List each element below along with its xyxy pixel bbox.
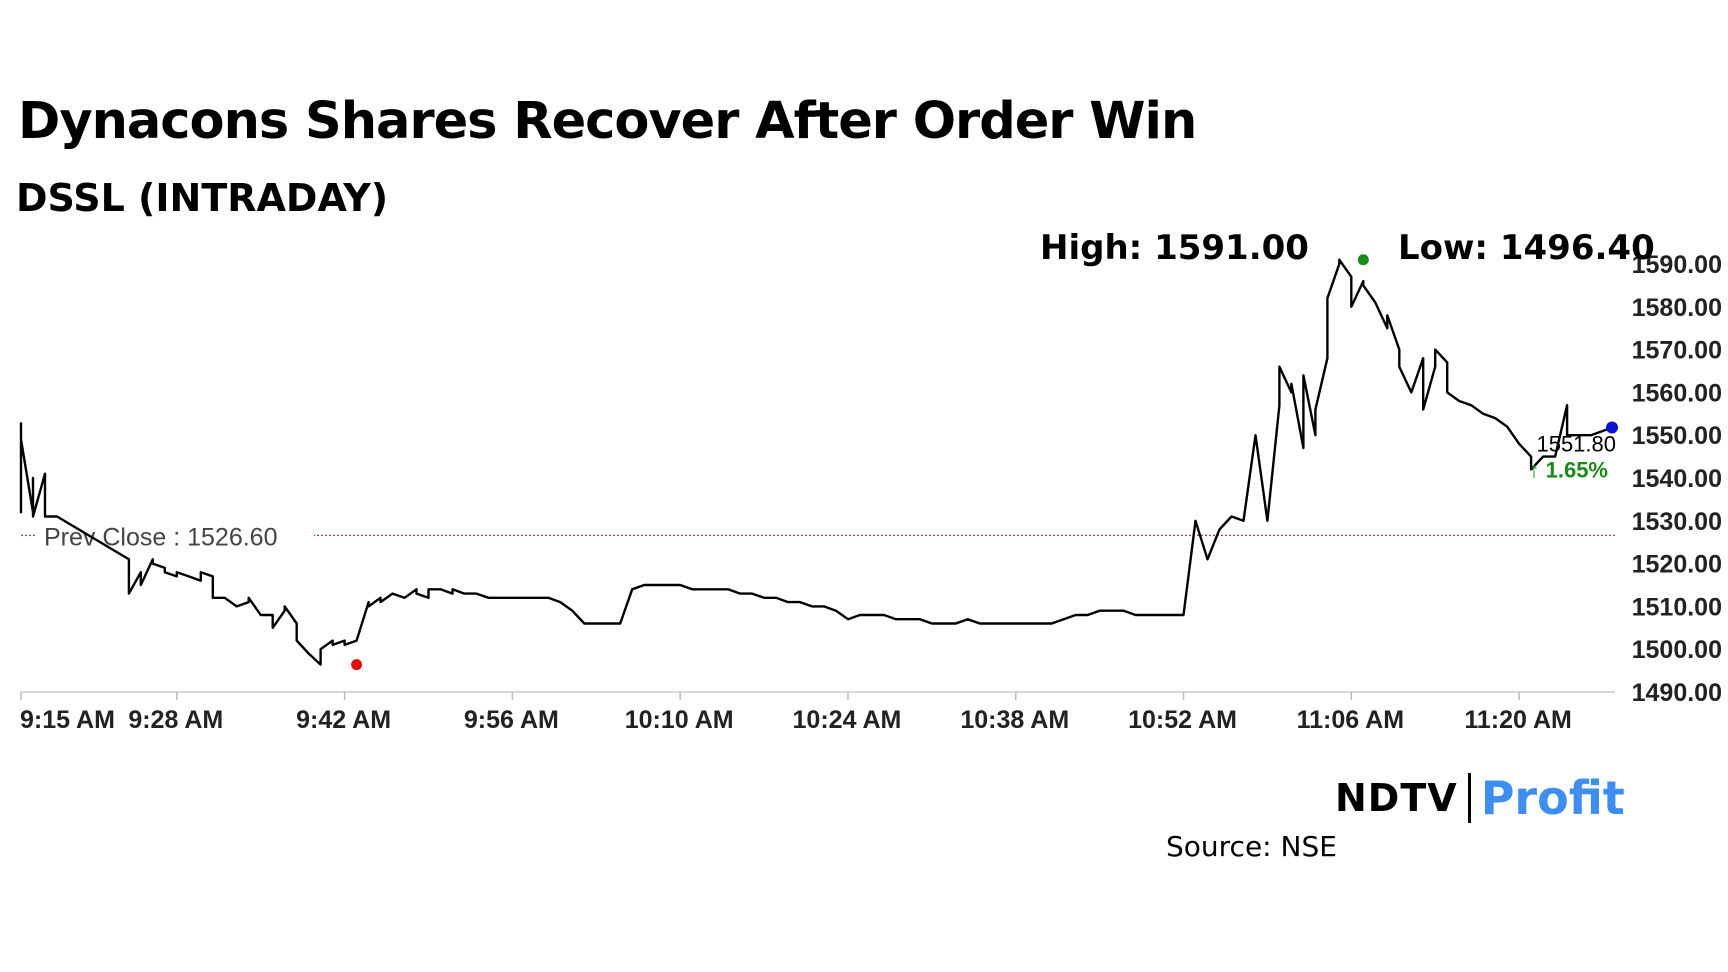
x-tick-label: 11:06 AM xyxy=(1297,706,1404,734)
change-label: ↑ 1.65% xyxy=(1529,457,1609,482)
chart-subtitle: DSSL (INTRADAY) xyxy=(16,176,389,220)
x-tick-label: 10:24 AM xyxy=(793,706,902,734)
x-tick-label: 9:15 AM xyxy=(20,706,115,734)
y-tick-label: 1520.00 xyxy=(1632,551,1722,579)
x-tick-label: 10:38 AM xyxy=(960,706,1069,734)
ndtv-logo-text: NDTV xyxy=(1335,776,1458,820)
x-tick-label: 10:10 AM xyxy=(625,706,734,734)
y-tick-label: 1530.00 xyxy=(1632,508,1722,536)
profit-logo-text: Profit xyxy=(1480,771,1625,825)
y-tick-label: 1550.00 xyxy=(1632,422,1722,450)
y-tick-label: 1560.00 xyxy=(1632,379,1722,407)
last-price-label: 1551.80 xyxy=(1536,431,1616,456)
x-tick-label: 9:28 AM xyxy=(128,706,223,734)
price-line xyxy=(19,258,1616,666)
y-tick-label: 1590.00 xyxy=(1632,251,1722,279)
prev-close-label: Prev Close : 1526.60 xyxy=(44,523,277,551)
x-tick-label: 11:20 AM xyxy=(1464,706,1571,734)
y-tick-label: 1510.00 xyxy=(1632,593,1722,621)
high-marker xyxy=(1357,254,1369,266)
x-axis: 9:15 AM 9:28 AM 9:42 AM 9:56 AM 10:10 AM 10:2… xyxy=(20,691,1615,734)
last-price-marker xyxy=(1606,421,1618,434)
chart-title: Dynacons Shares Recover After Order Win xyxy=(18,92,1197,151)
y-tick-label: 1490.00 xyxy=(1632,679,1722,707)
source-note: Source: NSE xyxy=(1166,830,1337,863)
y-tick-label: 1500.00 xyxy=(1632,636,1722,664)
ndtv-profit-logo: NDTV Profit xyxy=(1335,770,1625,826)
high-label: High: 1591.00 xyxy=(1040,228,1309,268)
markers xyxy=(351,254,1618,671)
y-axis: 1590.00 1580.00 1570.00 1560.00 1550.00 1540.… xyxy=(1632,251,1722,707)
y-tick-label: 1570.00 xyxy=(1632,337,1722,365)
x-tick-label: 9:56 AM xyxy=(464,706,559,734)
y-tick-label: 1580.00 xyxy=(1632,294,1722,322)
x-tick-label: 10:52 AM xyxy=(1128,706,1237,734)
prev-close-label-background xyxy=(36,519,314,552)
y-tick-label: 1540.00 xyxy=(1632,465,1722,493)
low-label: Low: 1496.40 xyxy=(1398,228,1655,268)
x-tick-label: 9:42 AM xyxy=(296,706,391,734)
low-marker xyxy=(351,659,363,671)
logo-divider xyxy=(1467,773,1471,823)
